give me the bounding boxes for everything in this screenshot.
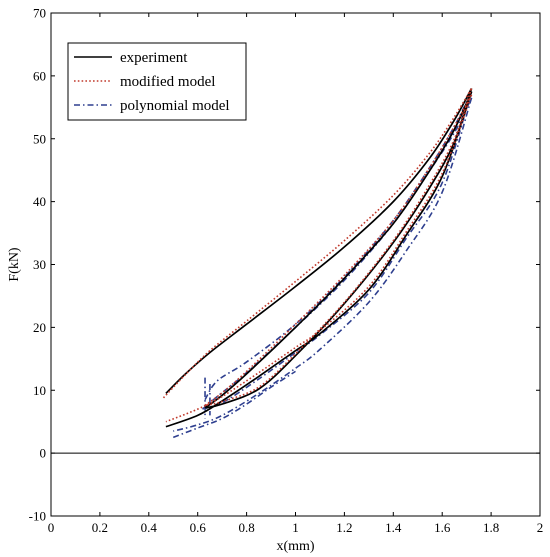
- series-line: [162, 88, 473, 399]
- x-tick-label: 1.2: [336, 520, 352, 535]
- x-tick-label: 1: [292, 520, 299, 535]
- x-tick-label: 2: [537, 520, 544, 535]
- x-tick-label: 0.6: [190, 520, 207, 535]
- y-tick-label: 20: [33, 320, 46, 335]
- y-tick-label: 10: [33, 383, 46, 398]
- x-tick-label: 1.6: [434, 520, 451, 535]
- x-tick-label: 1.4: [385, 520, 402, 535]
- y-tick-label: 70: [33, 6, 46, 21]
- series-line: [204, 94, 473, 406]
- legend-label: experiment: [120, 50, 188, 66]
- y-tick-label: 60: [33, 68, 46, 83]
- legend-label: modified model: [120, 74, 215, 90]
- series-line: [165, 88, 473, 394]
- y-tick-label: 30: [33, 257, 46, 272]
- series-line: [202, 91, 473, 410]
- series-experiment: [165, 88, 473, 428]
- legend-label: polynomial model: [120, 98, 230, 114]
- legend: experiment modified model polynomial model: [67, 42, 247, 121]
- y-tick-label: 40: [33, 194, 46, 209]
- series-line: [165, 94, 473, 423]
- y-axis-label: F(kN): [7, 247, 22, 282]
- x-tick-label: 1.8: [483, 520, 499, 535]
- y-tick-label: 50: [33, 131, 46, 146]
- series-line: [204, 88, 473, 409]
- y-tick-label: -10: [29, 509, 46, 524]
- series-line: [204, 91, 473, 401]
- x-tick-label: 0.2: [92, 520, 108, 535]
- x-axis-label: x(mm): [276, 539, 314, 554]
- series-modified-model: [162, 88, 473, 423]
- x-tick-label: 0.8: [238, 520, 254, 535]
- series-line: [204, 91, 473, 409]
- series-line: [165, 91, 473, 428]
- series-line: [172, 370, 296, 439]
- x-tick-label: 0.4: [141, 520, 158, 535]
- series-line: [173, 97, 473, 432]
- y-tick-label: 0: [40, 446, 47, 461]
- x-tick-label: 0: [48, 520, 55, 535]
